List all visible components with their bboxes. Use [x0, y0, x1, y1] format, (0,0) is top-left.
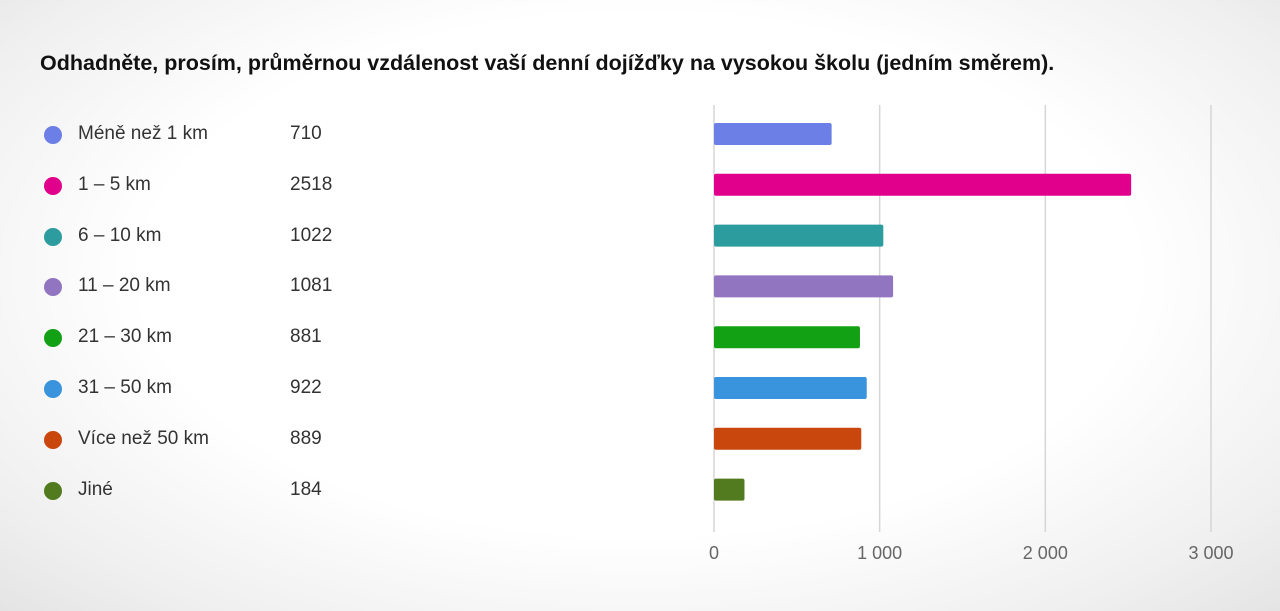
bar[interactable]: [714, 377, 867, 399]
legend-label: Více než 50 km: [78, 427, 209, 449]
bar[interactable]: [714, 326, 860, 349]
legend-dot-icon: [44, 329, 62, 348]
legend-value: 881: [290, 326, 322, 348]
bar[interactable]: [714, 427, 862, 450]
legend-value: 2518: [290, 173, 333, 195]
legend-item[interactable]: 31 – 50 km 922: [0, 373, 400, 403]
legend-label: Jiné: [78, 478, 113, 500]
bar[interactable]: [714, 478, 745, 501]
legend-dot-icon: [44, 227, 62, 246]
legend-label: 21 – 30 km: [78, 326, 172, 348]
legend-dot-icon: [44, 176, 62, 195]
legend-item[interactable]: 6 – 10 km 1022: [0, 221, 400, 251]
chart-title: Odhadněte, prosím, průměrnou vzdálenost …: [40, 51, 1055, 75]
x-tick-label: 0: [709, 543, 719, 563]
bar[interactable]: [714, 173, 1132, 196]
legend-value: 184: [290, 478, 322, 500]
legend: Méně než 1 km 710 1 – 5 km 2518 6 – 10 km 102…: [0, 0, 400, 611]
legend-item[interactable]: 11 – 20 km 1081: [0, 271, 400, 301]
legend-label: 6 – 10 km: [78, 224, 162, 246]
legend-value: 1022: [290, 224, 333, 246]
legend-value: 889: [290, 427, 322, 449]
legend-label: 11 – 20 km: [78, 275, 171, 297]
bar[interactable]: [714, 275, 894, 298]
legend-item[interactable]: Více než 50 km 889: [0, 424, 400, 454]
legend-item[interactable]: Jiné 184: [0, 475, 400, 505]
legend-dot-icon: [44, 380, 62, 398]
x-tick-label: 3 000: [1188, 543, 1233, 563]
x-tick-label: 2 000: [1023, 543, 1068, 563]
legend-dot-icon: [44, 278, 62, 297]
legend-item[interactable]: Méně než 1 km 710: [0, 119, 400, 149]
legend-label: Méně než 1 km: [78, 123, 208, 144]
legend-value: 1081: [290, 275, 333, 297]
legend-value: 710: [290, 123, 322, 144]
legend-label: 1 – 5 km: [78, 173, 151, 195]
legend-dot-icon: [44, 126, 62, 144]
legend-dot-icon: [44, 481, 62, 500]
legend-item[interactable]: 1 – 5 km 2518: [0, 170, 400, 200]
bar[interactable]: [714, 123, 832, 145]
legend-label: 31 – 50 km: [78, 377, 172, 398]
bar[interactable]: [714, 224, 884, 247]
legend-item[interactable]: 21 – 30 km 881: [0, 322, 400, 352]
legend-dot-icon: [44, 430, 62, 449]
x-tick-label: 1 000: [857, 543, 902, 563]
legend-value: 922: [290, 377, 322, 398]
